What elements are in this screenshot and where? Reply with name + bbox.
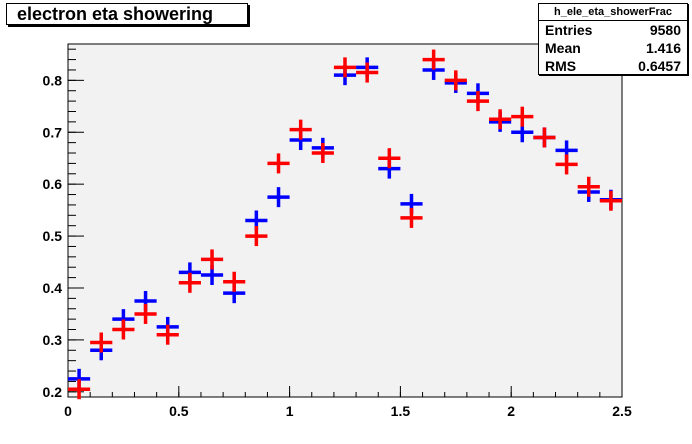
- stats-value: 1.416: [645, 40, 681, 56]
- data-markers: [68, 49, 622, 400]
- x-tick-label: 1.5: [391, 403, 411, 419]
- y-tick-label: 0.5: [43, 228, 63, 244]
- y-tick-label: 0.8: [43, 72, 63, 88]
- x-tick-label: 0.5: [169, 403, 189, 419]
- chart-title: electron eta showering: [6, 3, 248, 25]
- tick-labels: 0 0.5 1 1.5 2 2.5 0.2 0.3 0.4 0.5 0.6 0.7 0.8: [43, 72, 632, 419]
- y-tick-label: 0.2: [43, 384, 63, 400]
- stats-row-mean: Mean 1.416: [539, 39, 687, 57]
- y-tick-label: 0.7: [43, 124, 63, 140]
- stats-label: Entries: [545, 22, 593, 38]
- plot-frame: [67, 43, 623, 398]
- y-tick-label: 0.4: [43, 280, 63, 296]
- stats-row-entries: Entries 9580: [539, 21, 687, 39]
- series-1: [68, 49, 622, 400]
- stats-histogram-name: h_ele_eta_showerFrac: [539, 4, 687, 21]
- stats-box: h_ele_eta_showerFrac Entries 9580 Mean 1…: [538, 3, 688, 75]
- stats-label: RMS: [545, 58, 577, 74]
- x-tick-label: 1: [286, 403, 294, 419]
- stats-value: 9580: [649, 22, 681, 38]
- x-tick-label: 2: [507, 403, 515, 419]
- y-tick-label: 0.3: [43, 332, 63, 348]
- stats-row-rms: RMS 0.6457: [539, 57, 687, 75]
- y-tick-label: 0.6: [43, 176, 63, 192]
- x-tick-label: 2.5: [612, 403, 632, 419]
- stats-label: Mean: [545, 40, 581, 56]
- x-tick-label: 0: [64, 403, 72, 419]
- stats-value: 0.6457: [638, 58, 681, 74]
